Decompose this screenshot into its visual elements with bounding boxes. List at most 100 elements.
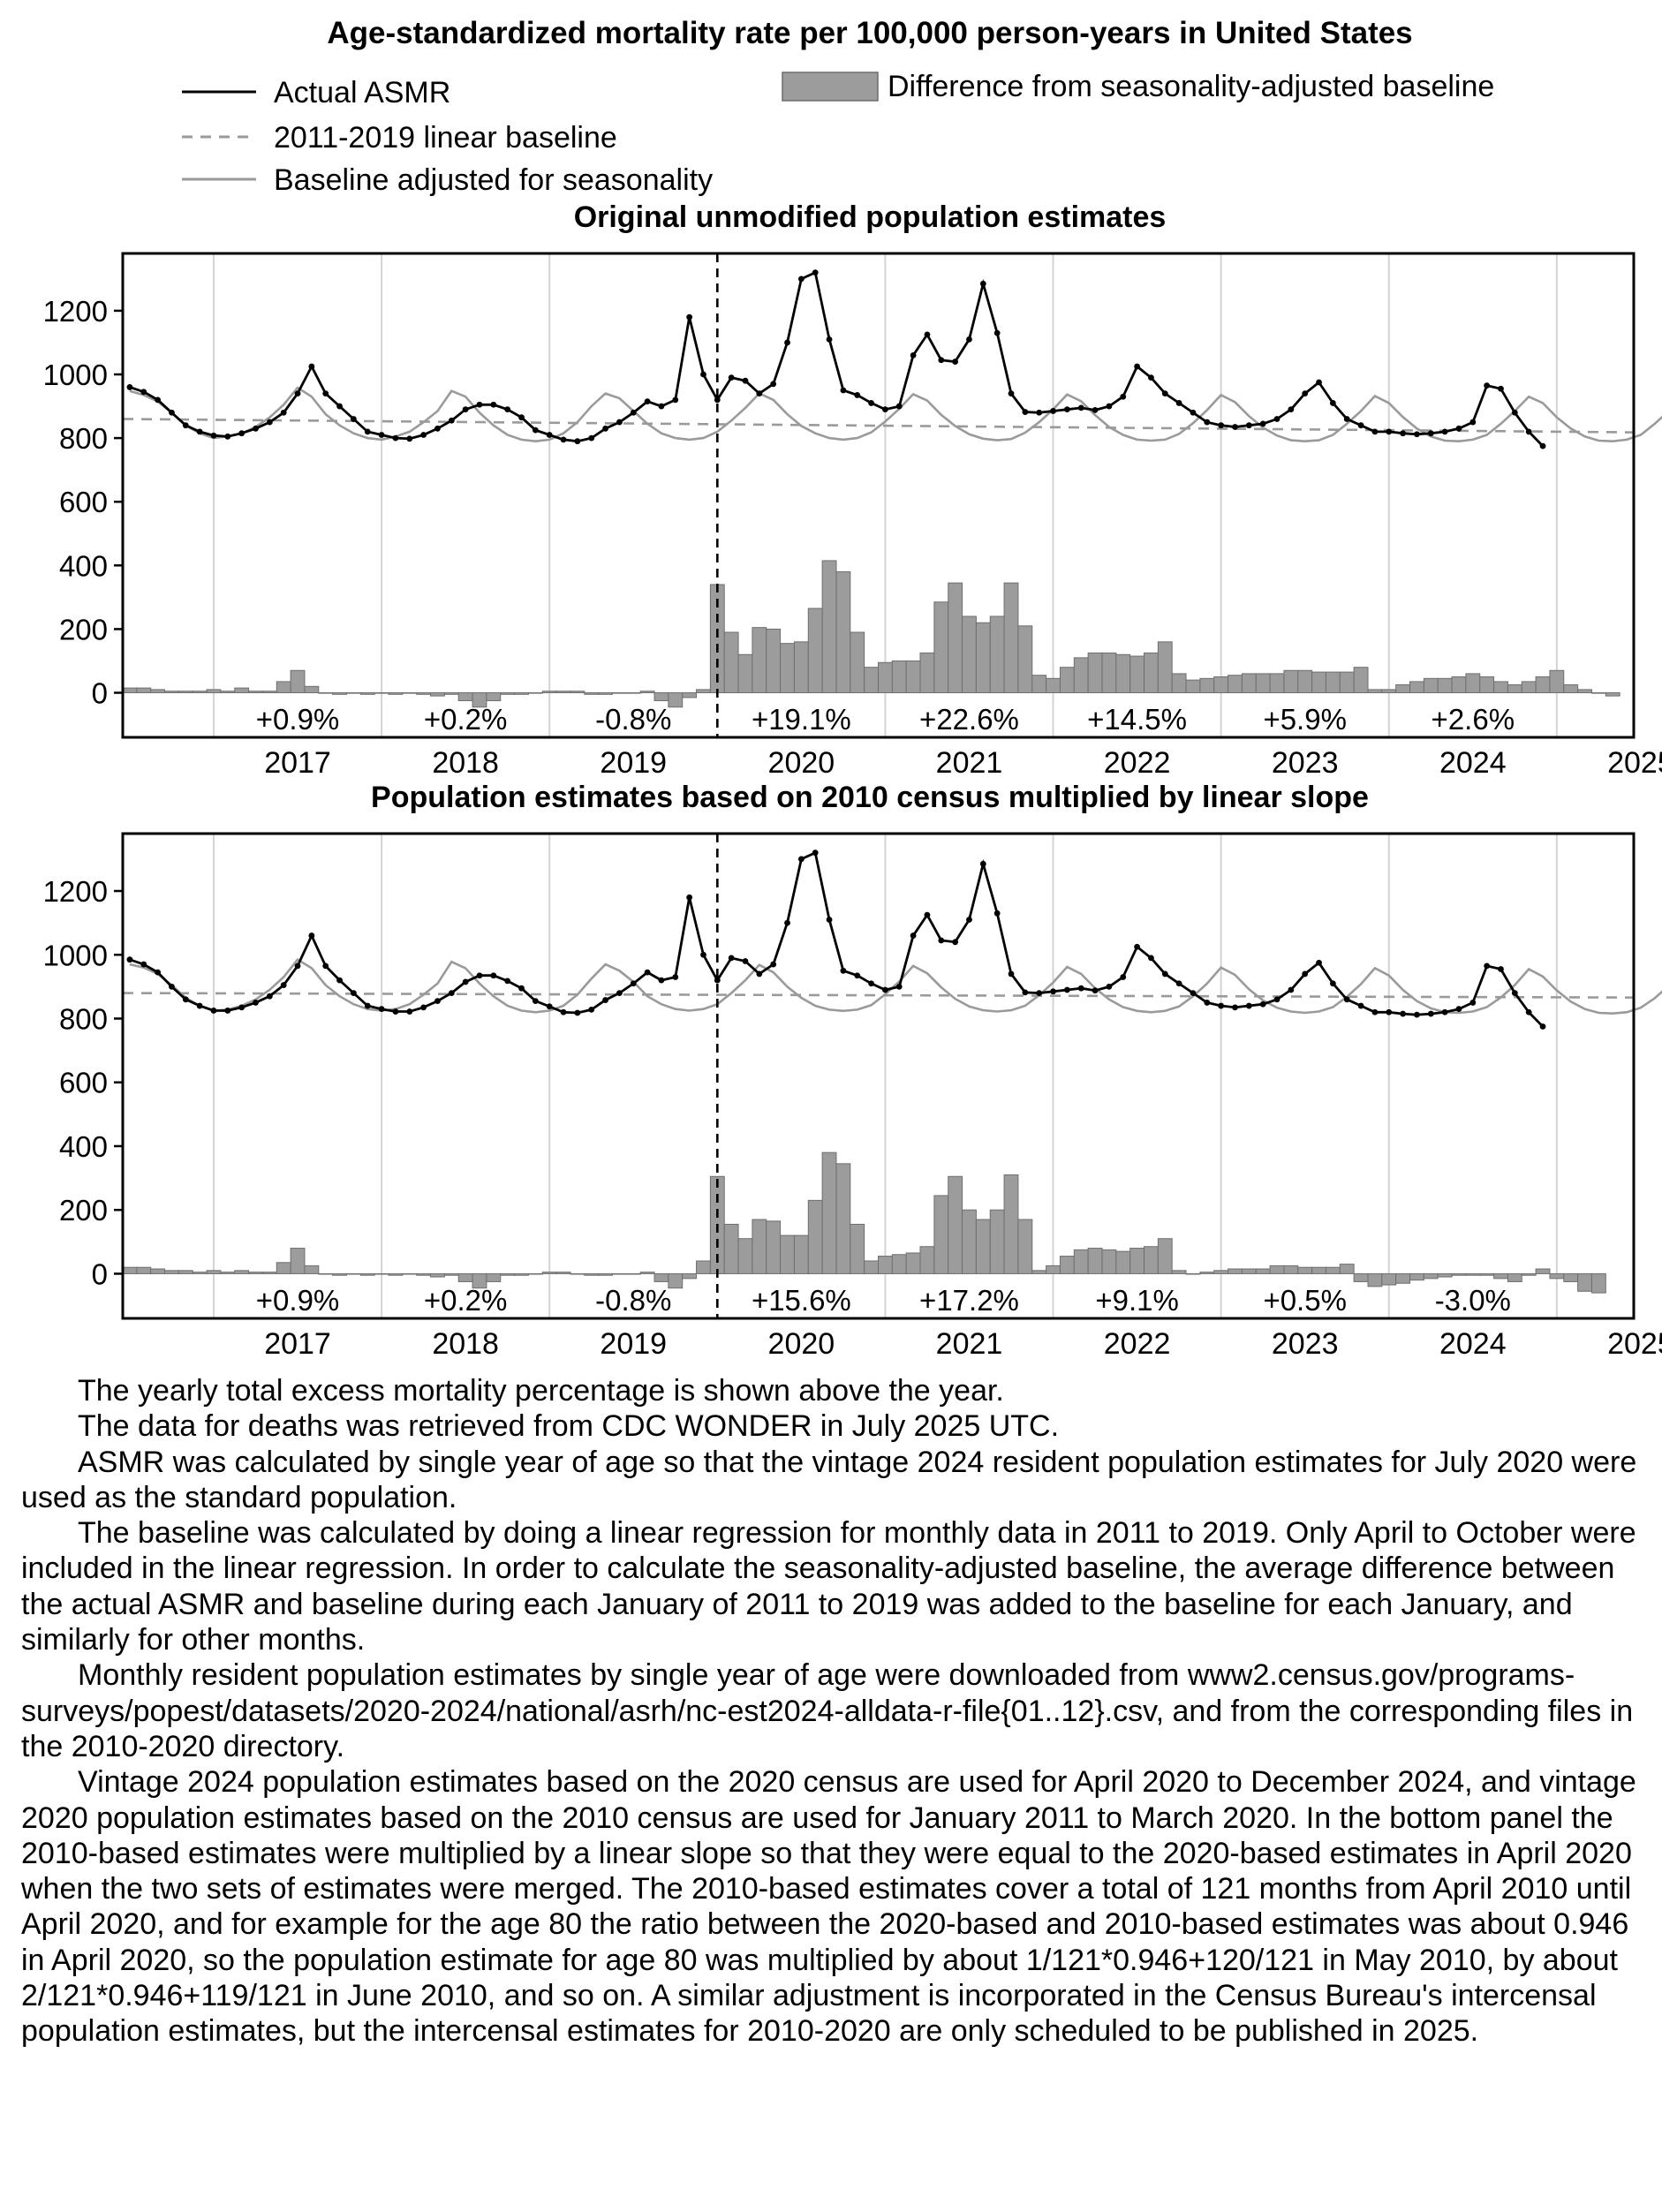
difference-bar <box>723 631 739 694</box>
difference-bar <box>374 692 389 694</box>
difference-bar <box>192 691 208 694</box>
actual-asmr-point <box>1316 959 1322 966</box>
difference-bar <box>1577 1272 1592 1292</box>
difference-bar <box>1437 677 1453 694</box>
actual-asmr-point <box>490 401 497 408</box>
actual-asmr-point <box>1400 1010 1406 1017</box>
actual-asmr-point <box>630 980 637 987</box>
difference-bar <box>737 653 753 694</box>
difference-bar <box>752 1219 767 1274</box>
difference-bar <box>1409 681 1424 694</box>
actual-asmr-point <box>1063 986 1070 993</box>
actual-asmr-point <box>378 432 385 438</box>
difference-bar <box>374 1272 389 1275</box>
difference-bar <box>668 692 684 708</box>
difference-bar <box>850 1223 865 1274</box>
actual-asmr-point <box>336 403 343 410</box>
difference-bar <box>1297 669 1313 694</box>
panel-2010-slope: Population estimates based on 2010 censu… <box>43 781 1662 1361</box>
actual-asmr-point <box>490 972 497 979</box>
actual-asmr-point <box>1441 428 1448 435</box>
actual-asmr-point <box>686 894 693 901</box>
difference-bar <box>584 1272 600 1276</box>
difference-bar <box>1563 684 1579 694</box>
difference-bar <box>1129 1248 1145 1274</box>
note-6: Vintage 2024 population estimates based … <box>21 1765 1636 2049</box>
actual-asmr-point <box>1036 990 1043 996</box>
actual-asmr-point <box>476 972 483 979</box>
actual-asmr-point <box>784 919 790 926</box>
difference-bar <box>1059 667 1075 694</box>
actual-asmr-point <box>462 978 469 985</box>
difference-bar <box>1311 671 1326 694</box>
actual-asmr-point <box>1525 428 1532 435</box>
actual-asmr-point <box>714 396 721 404</box>
difference-bar <box>1590 692 1606 694</box>
actual-asmr-point <box>658 977 665 984</box>
panel-original: Original unmodified population estimates… <box>43 200 1662 780</box>
legend: Actual ASMR 2011-2019 linear baseline Ba… <box>182 70 1494 197</box>
actual-asmr-point <box>1343 996 1350 1003</box>
difference-bar <box>1101 652 1117 694</box>
actual-asmr-point <box>1259 420 1266 427</box>
actual-asmr-point <box>546 1003 553 1010</box>
difference-bar <box>793 1234 809 1274</box>
difference-bar <box>527 1272 543 1275</box>
difference-bar <box>1115 1250 1131 1274</box>
difference-bar <box>878 661 893 694</box>
difference-bar <box>611 692 627 694</box>
difference-bar <box>1577 689 1592 694</box>
difference-bar <box>598 692 613 695</box>
year-label: 2020 <box>768 746 835 780</box>
actual-asmr-point <box>1414 1011 1420 1018</box>
note-2: The data for deaths was retrieved from C… <box>78 1409 1060 1444</box>
actual-asmr-point <box>1106 403 1113 410</box>
year-label: 2019 <box>600 1327 667 1361</box>
year-label: 2025 <box>1607 746 1662 780</box>
year-label: 2022 <box>1104 1327 1171 1361</box>
actual-asmr-point <box>728 955 735 962</box>
difference-bar <box>220 691 236 694</box>
actual-asmr-point <box>224 1008 231 1014</box>
actual-asmr-point <box>406 1008 413 1015</box>
y-tick-label: 800 <box>59 1002 108 1035</box>
actual-asmr-point <box>253 425 259 432</box>
actual-asmr-point <box>1427 1010 1434 1017</box>
actual-asmr-point <box>1316 379 1322 386</box>
difference-bar <box>1144 1246 1159 1274</box>
difference-bar <box>696 689 711 694</box>
difference-bar <box>1493 681 1508 694</box>
actual-asmr-point <box>630 409 637 416</box>
figure-title: Age-standardized mortality rate per 100,… <box>327 16 1412 50</box>
difference-bar <box>388 692 404 695</box>
difference-bar <box>1339 1264 1355 1274</box>
actual-asmr-point <box>322 963 329 970</box>
difference-bar <box>1087 1248 1103 1274</box>
actual-asmr-point <box>1161 390 1168 397</box>
yearly-excess-label: -0.8% <box>595 703 671 736</box>
actual-asmr-point <box>728 374 735 381</box>
actual-asmr-point <box>1498 966 1504 972</box>
difference-bar <box>864 667 880 694</box>
difference-bar <box>1073 657 1089 694</box>
actual-asmr-point <box>952 939 959 946</box>
actual-asmr-point <box>1148 955 1154 962</box>
difference-bar <box>1493 1272 1508 1280</box>
difference-bar <box>136 1266 152 1274</box>
actual-asmr-point <box>1050 988 1056 995</box>
yearly-excess-label: +0.9% <box>256 703 340 736</box>
notes: The yearly total excess mortality percen… <box>21 1373 1637 2050</box>
actual-asmr-point <box>826 336 833 343</box>
difference-bar <box>1017 625 1033 694</box>
actual-asmr-point <box>420 432 427 438</box>
actual-asmr-point <box>126 956 133 963</box>
difference-bar <box>1451 1272 1467 1276</box>
year-label: 2025 <box>1607 1327 1662 1361</box>
difference-bar <box>1535 1268 1551 1274</box>
difference-bar <box>1129 655 1145 694</box>
actual-asmr-point <box>448 417 455 424</box>
actual-asmr-point <box>826 917 833 923</box>
difference-bar <box>793 641 809 694</box>
yearly-excess-label: +19.1% <box>752 703 851 736</box>
difference-bar <box>1423 1272 1439 1280</box>
